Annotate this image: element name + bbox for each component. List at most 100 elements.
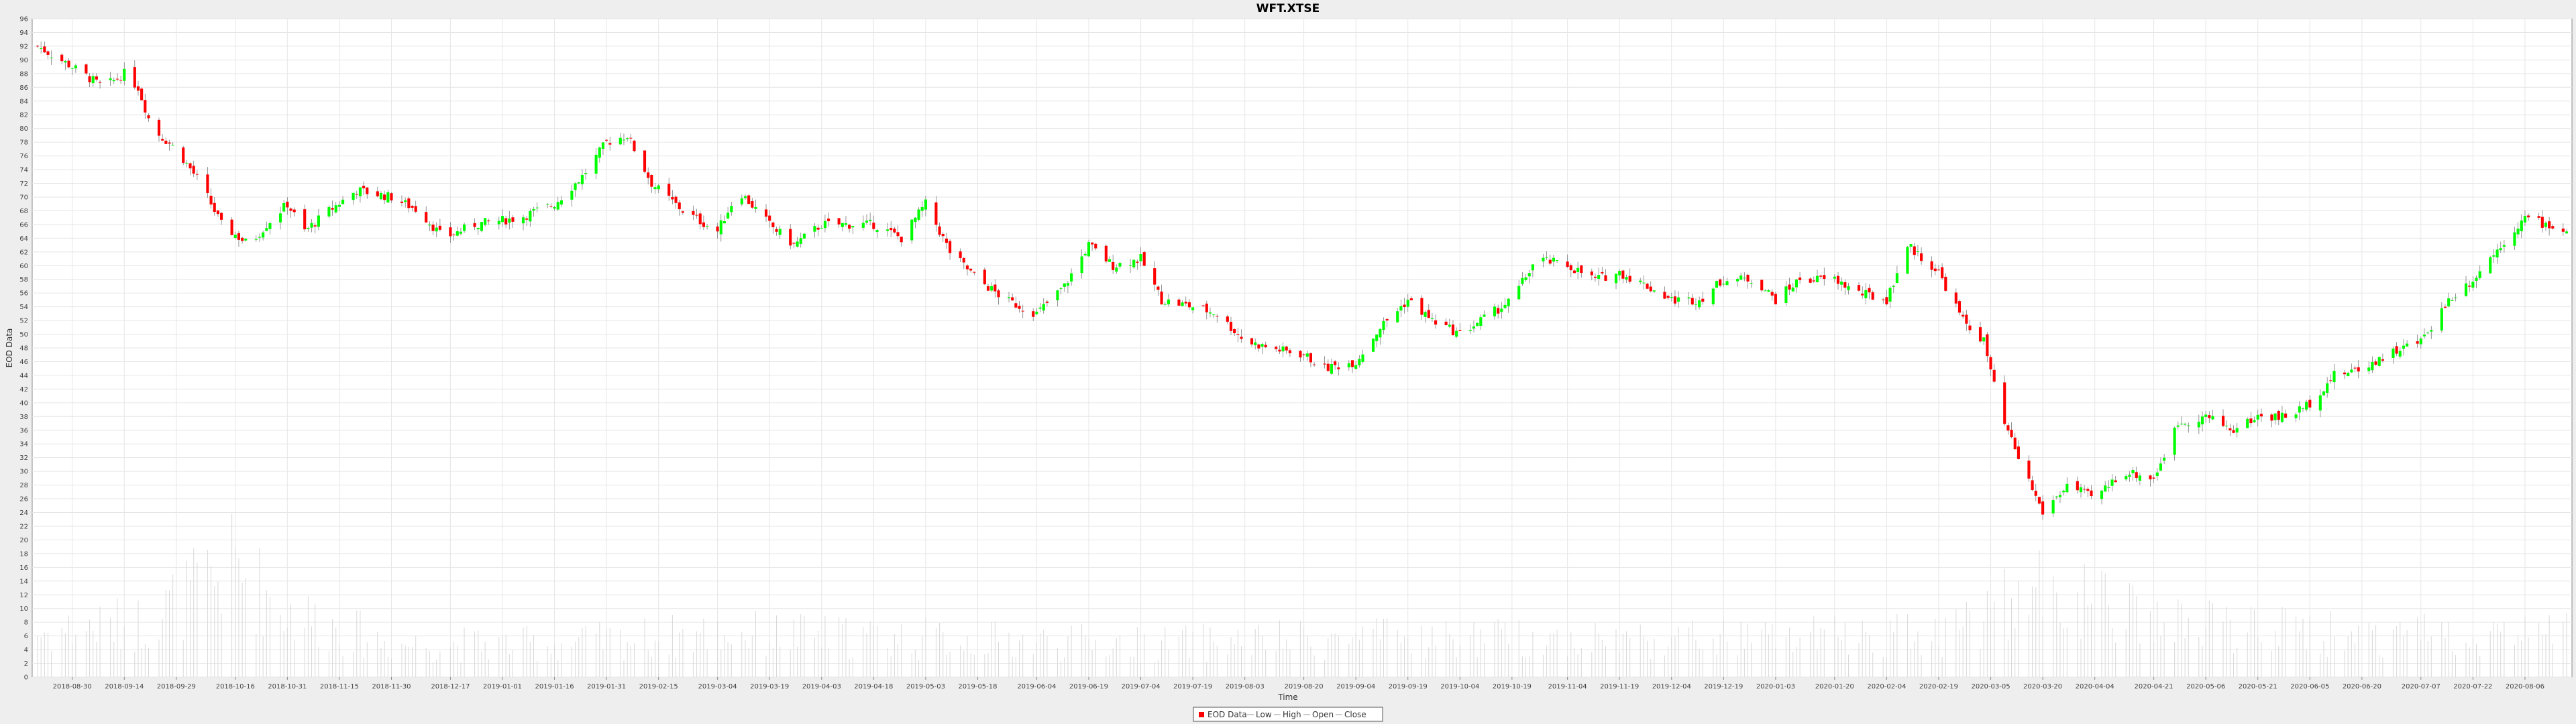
y-tick-label: 24: [19, 509, 28, 517]
candle-body: [608, 143, 612, 145]
candle: [861, 215, 865, 231]
candle: [455, 226, 459, 237]
candle: [2280, 406, 2284, 424]
candle-body: [358, 187, 362, 196]
candle-body: [1038, 307, 1042, 309]
candle-body: [411, 205, 414, 208]
candle: [719, 214, 722, 242]
y-tick-label: 52: [19, 318, 28, 325]
candle-body: [1819, 276, 1823, 277]
candle: [278, 206, 282, 230]
y-tick-label: 46: [19, 359, 28, 366]
candle-body: [914, 217, 917, 223]
candle: [2540, 210, 2544, 233]
candle: [91, 72, 95, 87]
candle-body: [1468, 330, 1472, 332]
candle: [171, 141, 174, 146]
candle: [949, 239, 952, 260]
candle-body: [844, 223, 848, 225]
candle: [1840, 277, 1843, 291]
candle: [1326, 359, 1330, 371]
candle-body: [2548, 221, 2551, 229]
candle: [2516, 222, 2520, 239]
candle-body: [1278, 349, 1281, 352]
candle-body: [1916, 251, 1920, 253]
candle-body: [262, 232, 265, 238]
candle-body: [626, 138, 629, 139]
candle-body: [1160, 291, 1163, 305]
candle: [352, 192, 355, 205]
candle-body: [2076, 481, 2079, 491]
candle-body: [1379, 328, 1382, 338]
candle: [1601, 267, 1604, 275]
candle-body: [1139, 254, 1142, 261]
candle-body: [885, 229, 890, 231]
candle-body: [1965, 314, 1968, 324]
candle: [1083, 251, 1087, 257]
candle: [213, 196, 216, 216]
candle: [2357, 360, 2360, 379]
candle-body: [473, 223, 476, 227]
candle-body: [1382, 320, 1385, 330]
candle: [2135, 467, 2138, 483]
candle: [969, 268, 973, 273]
candle: [1205, 300, 1208, 320]
candle-body: [2273, 413, 2277, 420]
candle-body: [425, 212, 428, 223]
candle: [1257, 343, 1260, 352]
candle-body: [1136, 261, 1139, 263]
candle-body: [1628, 276, 1631, 282]
candle: [546, 202, 549, 208]
candle: [1108, 256, 1112, 262]
candle: [1038, 302, 1042, 312]
candle: [671, 190, 674, 204]
candle-body: [1063, 283, 1066, 287]
candle: [476, 227, 480, 235]
candle-body: [1167, 299, 1170, 305]
candle: [619, 133, 622, 145]
candle-body: [313, 225, 317, 227]
candle-body: [1590, 272, 1593, 276]
candle-body: [2406, 343, 2409, 347]
candle-body: [890, 228, 893, 231]
candle-body: [2451, 300, 2454, 301]
candle-body: [46, 51, 50, 55]
candle: [1275, 345, 1278, 352]
candle: [2443, 304, 2447, 308]
candle: [2301, 408, 2305, 412]
candle-body: [730, 206, 733, 213]
candle-body: [1572, 270, 1576, 274]
candle: [185, 160, 189, 168]
candle: [1572, 269, 1576, 274]
candle: [778, 225, 782, 239]
candle-body: [2051, 500, 2055, 514]
candle-body: [1521, 278, 1524, 284]
y-tick-label: 32: [19, 455, 28, 462]
candle: [1764, 289, 1767, 292]
candle-body: [584, 173, 588, 174]
candle: [74, 63, 77, 73]
candle: [1524, 274, 1527, 282]
candle: [553, 206, 556, 211]
candle: [1087, 239, 1091, 257]
candle-body: [1760, 280, 1764, 291]
candle: [681, 210, 684, 215]
candle: [504, 215, 508, 229]
candle: [1354, 361, 1358, 370]
candle-body: [1527, 273, 1531, 277]
candle: [1007, 292, 1011, 303]
candle: [362, 181, 366, 196]
candle: [799, 232, 802, 248]
candle: [2232, 425, 2235, 434]
candle: [1032, 308, 1035, 322]
candle-body: [1233, 329, 1236, 334]
candle: [2246, 417, 2249, 428]
candle: [2367, 361, 2371, 375]
candle-body: [195, 174, 199, 175]
candle-body: [2159, 463, 2163, 471]
candle-body: [674, 196, 678, 203]
candle-body: [1347, 363, 1350, 368]
x-axis-label: Time: [1277, 692, 1297, 702]
candle: [497, 217, 500, 230]
candle: [265, 221, 268, 231]
